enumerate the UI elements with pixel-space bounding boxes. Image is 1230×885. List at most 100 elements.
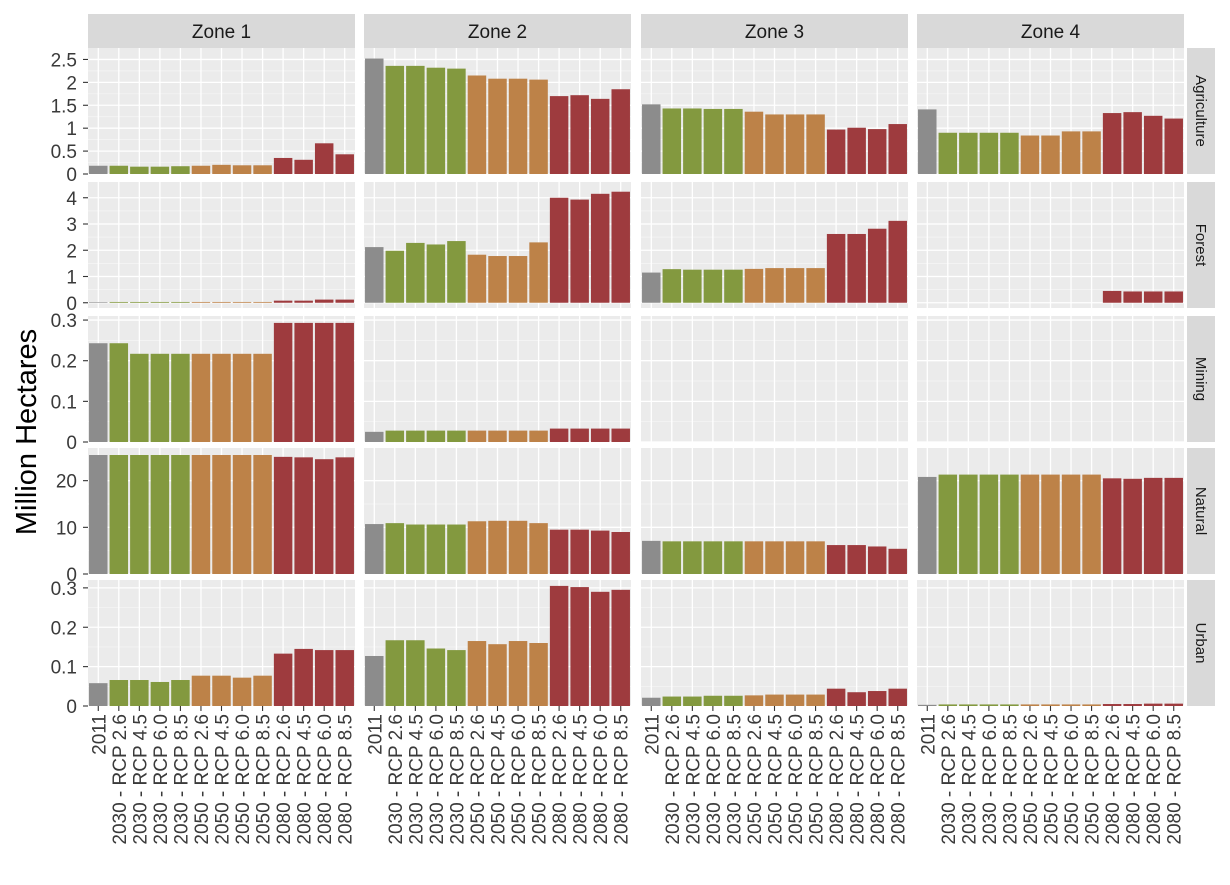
y-tick-label: 0.3 — [51, 311, 77, 332]
bar-natural-zone-1-2080-rcp-2-6 — [273, 456, 293, 574]
y-tick-label: 2 — [66, 241, 77, 262]
bar-forest-zone-3-2080-rcp-2-6 — [826, 233, 846, 303]
bar-mining-zone-2-2080-rcp-2-6 — [549, 428, 569, 442]
bar-natural-zone-4-2011 — [918, 476, 937, 574]
y-tick-label: 0.3 — [51, 579, 77, 600]
bar-forest-zone-3-2080-rcp-6-0 — [867, 228, 887, 303]
bar-natural-zone-3-2080-rcp-4-5 — [847, 545, 866, 574]
bar-mining-zone-1-2080-rcp-4-5 — [294, 322, 313, 442]
bar-agriculture-zone-4-2050-rcp-2-6 — [1020, 135, 1040, 174]
bar-mining-zone-1-2080-rcp-8-5 — [335, 322, 354, 442]
bar-forest-zone-3-2050-rcp-2-6 — [744, 268, 764, 303]
y-tick-label: 20 — [56, 472, 77, 493]
x-tick-label: 2030 - RCP 4.5 — [130, 714, 151, 845]
bar-agriculture-zone-4-2030-rcp-6-0 — [979, 132, 999, 174]
bar-agriculture-zone-3-2080-rcp-8-5 — [888, 124, 907, 174]
x-tick-label: 2050 - RCP 4.5 — [766, 714, 787, 845]
x-tick-label: 2030 - RCP 6.0 — [427, 714, 448, 845]
bar-forest-zone-1-2080-rcp-6-0 — [314, 299, 334, 303]
x-tick-label: 2011 — [365, 714, 386, 755]
bar-agriculture-zone-3-2080-rcp-4-5 — [847, 127, 866, 174]
x-tick-label: 2030 - RCP 4.5 — [683, 714, 704, 845]
x-tick-label: 2050 - RCP 2.6 — [1021, 714, 1042, 845]
bar-forest-zone-3-2030-rcp-4-5 — [683, 269, 702, 303]
bar-natural-zone-3-2011 — [642, 540, 661, 574]
panel-natural-zone-2 — [364, 448, 631, 575]
x-tick-label: 2030 - RCP 2.6 — [110, 714, 131, 845]
bar-natural-zone-2-2050-rcp-6-0 — [508, 520, 528, 574]
facet-row-title-urban: Urban — [1192, 623, 1209, 664]
bar-urban-zone-4-2050-rcp-8-5 — [1082, 704, 1101, 706]
bar-forest-zone-1-2011 — [89, 302, 108, 303]
bar-agriculture-zone-1-2080-rcp-2-6 — [273, 157, 293, 174]
bar-forest-zone-2-2050-rcp-8-5 — [529, 242, 548, 303]
bar-forest-zone-2-2050-rcp-2-6 — [467, 254, 487, 303]
bar-urban-zone-4-2080-rcp-2-6 — [1102, 704, 1122, 706]
x-tick-label: 2080 - RCP 8.5 — [889, 714, 910, 845]
bar-urban-zone-1-2080-rcp-4-5 — [294, 648, 313, 706]
panel-mining-zone-1 — [88, 316, 355, 443]
bar-urban-zone-2-2030-rcp-6-0 — [426, 648, 446, 706]
bar-agriculture-zone-3-2011 — [642, 104, 661, 174]
bar-natural-zone-2-2030-rcp-4-5 — [406, 524, 425, 574]
bar-forest-zone-3-2011 — [642, 272, 661, 303]
bar-natural-zone-4-2080-rcp-2-6 — [1102, 478, 1122, 574]
x-tick-label: 2080 - RCP 2.6 — [550, 714, 571, 845]
bar-agriculture-zone-4-2080-rcp-4-5 — [1123, 112, 1142, 174]
panel-agriculture-zone-2 — [364, 48, 631, 175]
bar-urban-zone-1-2030-rcp-8-5 — [171, 680, 190, 706]
bar-urban-zone-4-2080-rcp-8-5 — [1164, 703, 1183, 706]
x-tick-label: 2030 - RCP 4.5 — [959, 714, 980, 845]
bar-urban-zone-2-2080-rcp-2-6 — [549, 585, 569, 706]
bar-natural-zone-1-2030-rcp-6-0 — [150, 455, 170, 574]
bar-forest-zone-4-2080-rcp-4-5 — [1123, 291, 1142, 303]
y-tick-label: 0.5 — [51, 142, 77, 163]
bar-natural-zone-2-2030-rcp-8-5 — [447, 524, 466, 574]
bar-agriculture-zone-2-2080-rcp-6-0 — [590, 98, 610, 174]
bar-natural-zone-4-2030-rcp-6-0 — [979, 474, 999, 574]
x-tick-label: 2030 - RCP 2.6 — [386, 714, 407, 845]
bar-urban-zone-3-2080-rcp-8-5 — [888, 688, 907, 706]
bar-forest-zone-3-2050-rcp-8-5 — [806, 268, 825, 303]
bar-forest-zone-2-2080-rcp-8-5 — [611, 191, 630, 303]
bar-agriculture-zone-1-2011 — [89, 165, 108, 174]
facet-strip-natural — [1187, 448, 1215, 574]
x-tick-label: 2080 - RCP 4.5 — [1124, 714, 1145, 845]
bar-urban-zone-2-2030-rcp-4-5 — [406, 640, 425, 706]
bar-agriculture-zone-2-2080-rcp-8-5 — [611, 89, 630, 174]
bar-natural-zone-3-2030-rcp-4-5 — [683, 541, 702, 574]
bar-urban-zone-4-2050-rcp-6-0 — [1061, 704, 1081, 706]
bar-mining-zone-2-2080-rcp-6-0 — [590, 428, 610, 442]
x-tick-label: 2050 - RCP 6.0 — [233, 714, 254, 845]
x-tick-label: 2080 - RCP 2.6 — [274, 714, 295, 845]
bar-agriculture-zone-2-2011 — [365, 58, 384, 175]
bar-natural-zone-4-2080-rcp-6-0 — [1143, 477, 1163, 574]
bar-natural-zone-1-2030-rcp-8-5 — [171, 455, 190, 574]
x-tick-label: 2011 — [642, 714, 663, 755]
bar-forest-zone-1-2080-rcp-8-5 — [335, 299, 354, 303]
x-tick-label: 2050 - RCP 4.5 — [213, 714, 234, 845]
bar-agriculture-zone-1-2030-rcp-8-5 — [171, 166, 190, 174]
facet-strip-zone-2 — [364, 14, 631, 48]
y-tick-label: 10 — [56, 518, 77, 539]
bar-urban-zone-1-2050-rcp-4-5 — [212, 675, 231, 706]
bar-natural-zone-1-2050-rcp-4-5 — [212, 455, 231, 574]
bar-natural-zone-3-2030-rcp-2-6 — [662, 541, 682, 574]
bar-urban-zone-4-2030-rcp-6-0 — [979, 704, 999, 706]
bar-agriculture-zone-1-2030-rcp-6-0 — [150, 166, 170, 174]
bar-agriculture-zone-1-2050-rcp-2-6 — [191, 165, 211, 174]
bar-urban-zone-3-2030-rcp-4-5 — [683, 696, 702, 706]
bar-natural-zone-2-2080-rcp-6-0 — [590, 530, 610, 574]
y-tick-label: 0 — [66, 565, 77, 586]
y-tick-label: 0.2 — [51, 352, 77, 373]
x-tick-label: 2050 - RCP 8.5 — [1083, 714, 1104, 845]
bar-forest-zone-3-2030-rcp-6-0 — [703, 269, 723, 303]
bar-agriculture-zone-2-2050-rcp-4-5 — [488, 78, 507, 174]
bar-mining-zone-1-2050-rcp-2-6 — [191, 353, 211, 442]
bar-agriculture-zone-3-2030-rcp-4-5 — [683, 108, 702, 174]
bar-urban-zone-1-2080-rcp-8-5 — [335, 650, 354, 706]
facet-title-zone-2: Zone 2 — [468, 22, 527, 43]
bar-forest-zone-3-2080-rcp-8-5 — [888, 220, 907, 303]
bar-natural-zone-3-2030-rcp-8-5 — [724, 541, 743, 574]
